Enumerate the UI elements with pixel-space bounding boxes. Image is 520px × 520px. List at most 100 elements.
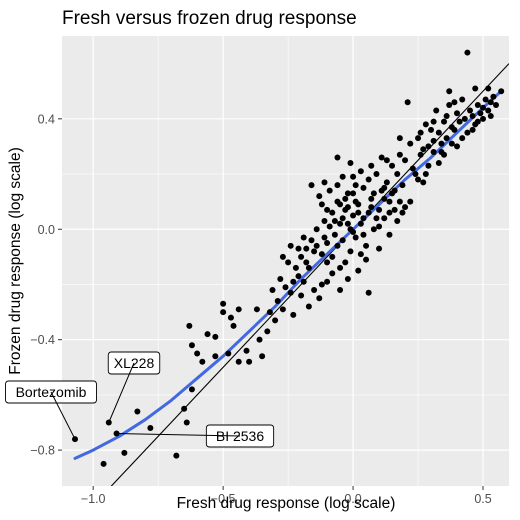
data-point [451,99,458,106]
data-point [279,306,286,313]
data-point [407,198,414,205]
data-point [435,129,442,136]
data-point [266,309,273,316]
data-point [454,143,461,150]
data-point [464,129,471,136]
data-point [485,107,492,114]
data-point [311,286,318,293]
data-point [204,331,211,338]
data-point [454,110,461,117]
data-point [334,242,341,249]
plot-content [71,49,509,486]
data-point [329,253,336,260]
data-point [420,179,427,186]
chart-title: Fresh versus frozen drug response [62,8,357,29]
data-point [441,151,448,158]
data-point [303,259,310,266]
data-point [259,353,266,360]
data-point [212,353,219,360]
data-point [300,234,307,241]
data-point [422,171,429,178]
data-point [376,245,383,252]
data-point [376,223,383,230]
data-point [415,176,422,183]
data-point [318,251,325,258]
data-point [279,253,286,260]
data-point [277,275,284,282]
data-point [394,217,401,224]
data-point [350,229,357,236]
data-point [459,96,466,103]
data-point [360,184,367,191]
data-point [493,102,500,109]
data-point [352,198,359,205]
x-tick-label: 0.5 [474,492,491,506]
data-point [147,425,154,432]
data-point [316,193,323,200]
annotation-label: XL228 [107,351,161,423]
data-point [324,259,331,266]
y-tick-label: 0.0 [38,223,55,237]
data-point [357,251,364,258]
data-point [428,126,435,133]
data-point [326,187,333,194]
data-point [324,278,331,285]
data-point [347,248,354,255]
data-point [396,135,403,142]
annotation-leader-line [108,362,135,423]
y-tick-label: −0.8 [30,444,55,458]
data-point [337,201,344,208]
data-point [370,190,377,197]
data-point [363,256,370,263]
data-point [329,209,336,216]
annotation-leader-line [116,433,241,437]
data-point [373,171,380,178]
data-point [352,234,359,241]
data-point [391,206,398,213]
annotation-label: Bortezomib [5,380,97,440]
data-point [396,198,403,205]
data-point [448,140,455,147]
data-point [100,460,107,467]
data-point [386,209,393,216]
data-point [329,270,336,277]
data-point [402,204,409,211]
data-point [363,242,370,249]
data-point [212,333,219,340]
data-point [220,300,227,307]
data-point [308,237,315,244]
data-point [407,140,414,147]
data-point [435,159,442,166]
x-tick-label: −0.5 [211,492,236,506]
data-point [430,148,437,155]
data-point [386,231,393,238]
data-point [290,278,297,285]
data-point [376,206,383,213]
data-point [480,104,487,111]
data-point [318,281,325,288]
data-point [246,358,253,365]
data-point [350,212,357,219]
annotation-text: BI 2536 [216,428,264,444]
data-point [443,135,450,142]
data-point [230,322,237,329]
data-point [295,245,302,252]
data-point [344,204,351,211]
data-point [316,295,323,302]
data-point [472,85,479,92]
data-point [295,273,302,280]
data-point [482,96,489,103]
data-point [287,289,294,296]
data-point [305,303,312,310]
data-point [331,217,338,224]
data-point [474,118,481,125]
data-point [334,154,341,161]
axis-ticks: −1.0 −0.5 0.0 0.5 −0.8 −0.4 0.0 0.4 [30,112,491,506]
data-point [357,168,364,175]
data-point [467,107,474,114]
data-point [469,113,476,120]
data-point [225,350,232,357]
data-point [469,126,476,133]
data-point [425,162,432,169]
